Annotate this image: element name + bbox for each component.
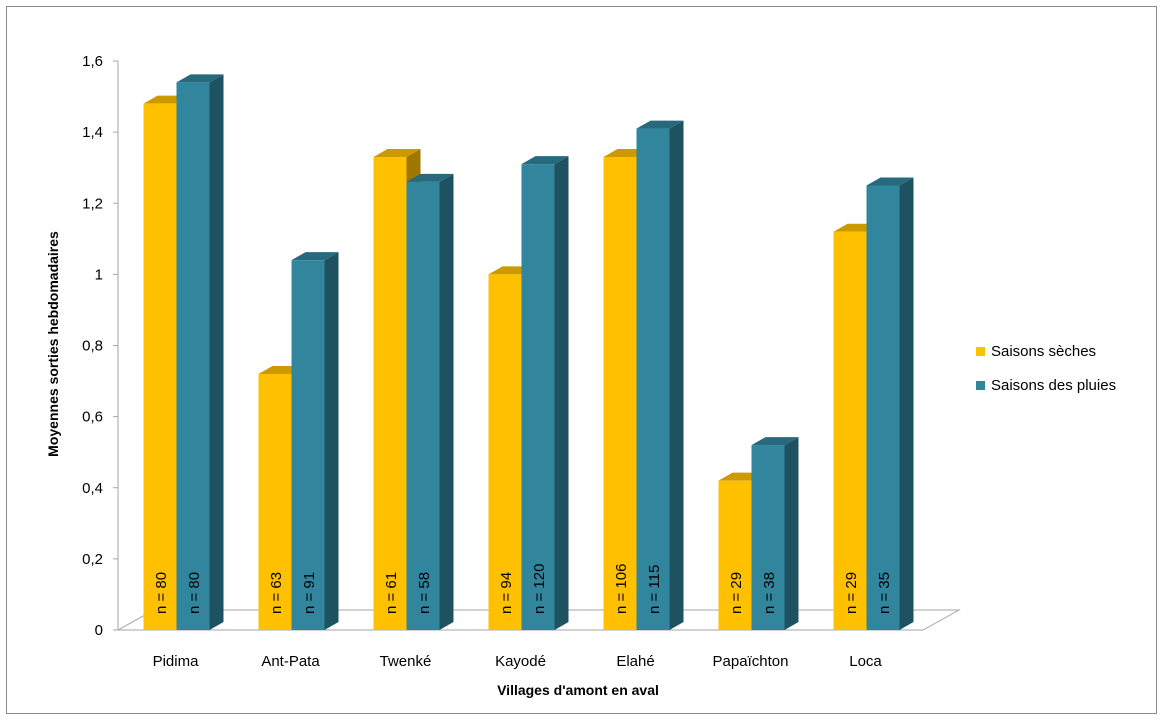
bar bbox=[176, 82, 210, 630]
legend-swatch bbox=[976, 381, 985, 390]
n-label: n = 58 bbox=[416, 572, 433, 614]
legend-label: Saisons des pluies bbox=[991, 377, 1116, 394]
bar bbox=[603, 157, 637, 631]
bar bbox=[373, 157, 407, 631]
n-label: n = 106 bbox=[613, 564, 630, 614]
y-tick-label: 0,8 bbox=[82, 338, 103, 355]
x-category-label: Ant-Pata bbox=[261, 653, 320, 670]
bar-top bbox=[291, 252, 339, 261]
y-tick-label: 1,2 bbox=[82, 195, 103, 212]
n-label: n = 63 bbox=[268, 572, 285, 614]
bar-top bbox=[636, 120, 684, 129]
bar-side bbox=[554, 156, 569, 630]
bar bbox=[636, 128, 670, 630]
bar bbox=[751, 445, 785, 630]
n-label: n = 91 bbox=[301, 572, 318, 614]
x-category-label: Kayodé bbox=[495, 653, 546, 670]
bar-side bbox=[669, 120, 684, 630]
y-tick-label: 0 bbox=[95, 622, 103, 639]
y-tick-label: 1 bbox=[95, 266, 103, 283]
bar-side bbox=[209, 74, 224, 630]
bar-top bbox=[373, 149, 421, 158]
y-axis-title: Moyennes sorties hebdomadaires bbox=[45, 231, 61, 457]
bar-side bbox=[324, 252, 339, 630]
x-axis-title: Villages d'amont en aval bbox=[497, 682, 659, 698]
bar bbox=[718, 480, 752, 630]
bar bbox=[488, 274, 522, 630]
x-category-label: Papaïchton bbox=[713, 653, 789, 670]
legend-label: Saisons sèches bbox=[991, 343, 1096, 360]
legend-swatch bbox=[976, 347, 985, 356]
bar bbox=[406, 181, 440, 630]
n-label: n = 29 bbox=[843, 572, 860, 614]
n-label: n = 38 bbox=[761, 572, 778, 614]
n-label: n = 80 bbox=[186, 572, 203, 614]
y-tick-label: 1,6 bbox=[82, 53, 103, 70]
bar-top bbox=[521, 156, 569, 165]
bar bbox=[833, 231, 867, 630]
bar-top bbox=[751, 437, 799, 446]
bar bbox=[143, 103, 177, 631]
x-category-label: Elahé bbox=[616, 653, 654, 670]
bar bbox=[521, 164, 555, 630]
bar-side bbox=[899, 177, 914, 630]
x-category-label: Loca bbox=[849, 653, 882, 670]
n-label: n = 35 bbox=[876, 572, 893, 614]
x-category-label: Pidima bbox=[153, 653, 200, 670]
bar-top bbox=[176, 74, 224, 83]
n-label: n = 115 bbox=[646, 565, 663, 614]
bar-top bbox=[406, 173, 454, 182]
x-category-label: Twenké bbox=[380, 653, 432, 670]
n-label: n = 29 bbox=[728, 572, 745, 614]
n-label: n = 80 bbox=[153, 572, 170, 614]
bar-side bbox=[784, 437, 799, 630]
n-label: n = 120 bbox=[531, 564, 548, 614]
y-tick-label: 0,2 bbox=[82, 551, 103, 568]
y-tick-label: 0,6 bbox=[82, 409, 103, 426]
bar bbox=[291, 260, 325, 630]
bar bbox=[866, 185, 900, 630]
bar bbox=[258, 373, 292, 630]
bar-top bbox=[866, 177, 914, 186]
y-tick-label: 1,4 bbox=[82, 124, 103, 141]
n-label: n = 61 bbox=[383, 572, 400, 614]
n-label: n = 94 bbox=[498, 572, 515, 614]
y-tick-label: 0,4 bbox=[82, 480, 103, 497]
bar-side bbox=[439, 173, 454, 630]
